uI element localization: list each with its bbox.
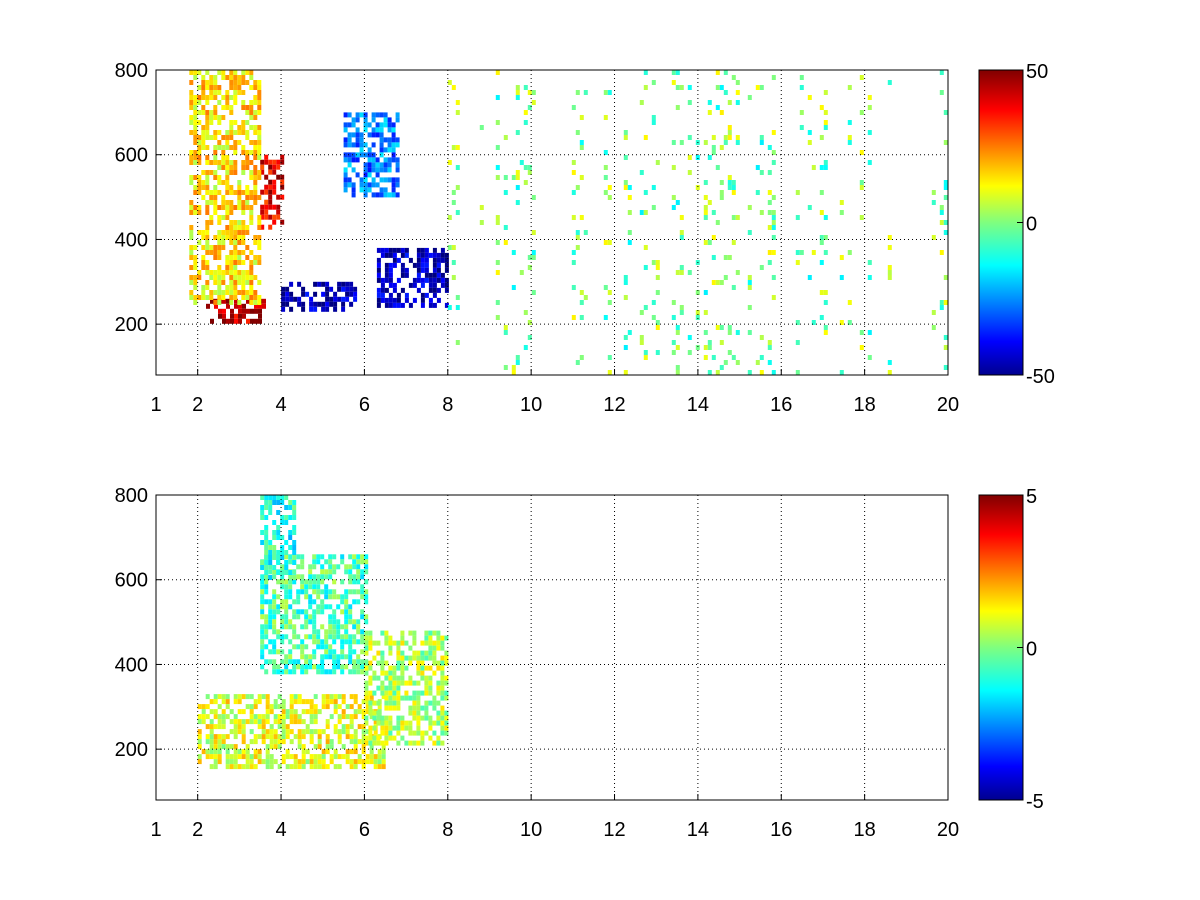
heatmap-region-2 [364, 630, 449, 746]
x-tick-label: 6 [359, 819, 370, 841]
y-tick-label: 600 [115, 570, 148, 592]
x-tick-label: 4 [275, 819, 286, 841]
heatmap-region-3 [260, 495, 297, 580]
x-tick-label: 12 [603, 394, 625, 416]
x-tick-label: 8 [442, 819, 453, 841]
heatmap-cells [197, 495, 449, 770]
grid [156, 70, 948, 375]
x-tick-label: 18 [854, 819, 876, 841]
heatmap-region-2 [281, 281, 358, 312]
x-tick-label: 2 [192, 819, 203, 841]
x-tick-label: 12 [603, 819, 625, 841]
x-tick-label: 20 [937, 819, 959, 841]
x-tick-label: 2 [192, 394, 203, 416]
colorbar-tick-label: 5 [1026, 486, 1037, 508]
x-tick-label: 10 [520, 819, 542, 841]
grid [156, 495, 948, 800]
heatmap-region-5 [189, 70, 262, 305]
colorbar-tick-label: -5 [1026, 791, 1044, 813]
x-tick-label: 8 [442, 394, 453, 416]
heatmap-region-6 [447, 70, 948, 375]
heatmap-region-3 [376, 247, 449, 308]
x-tick-label: 10 [520, 394, 542, 416]
axes-frame [155, 69, 949, 376]
y-tick-label: 600 [115, 145, 148, 167]
bottom-colorbar: 5 0 -5 [978, 486, 1044, 813]
heatmap-region-1 [260, 154, 285, 230]
y-tick-label: 800 [115, 485, 148, 507]
x-tick-label: 1 [150, 819, 161, 841]
x-tick-label: 18 [854, 394, 876, 416]
colorbar-gradient [978, 494, 1024, 801]
x-tick-label: 4 [275, 394, 286, 416]
heatmap-region-0 [197, 694, 386, 770]
x-tick-label: 6 [359, 394, 370, 416]
x-tick-label: 1 [150, 394, 161, 416]
x-tick-label: 16 [770, 394, 792, 416]
y-tick-label: 400 [115, 654, 148, 676]
heatmap-cells [189, 70, 948, 375]
y-tick-label: 200 [115, 739, 148, 761]
x-tick-label: 16 [770, 819, 792, 841]
top-colorbar: 50 0 -50 [978, 61, 1055, 388]
x-tick-label: 20 [937, 394, 959, 416]
y-tick-label: 800 [115, 60, 148, 82]
colorbar-tick-label: 0 [1026, 639, 1037, 661]
heatmap-region-4 [343, 112, 400, 198]
x-tick-label: 14 [687, 394, 709, 416]
x-tick-label: 14 [687, 819, 709, 841]
colorbar-gradient [978, 69, 1024, 376]
colorbar-tick-label: -50 [1026, 366, 1055, 388]
axes-frame [155, 494, 949, 801]
y-tick-label: 400 [115, 229, 148, 251]
colorbar-tick-label: 50 [1026, 61, 1048, 83]
colorbar-tick-label: 0 [1026, 214, 1037, 236]
y-tick-label: 200 [115, 314, 148, 336]
